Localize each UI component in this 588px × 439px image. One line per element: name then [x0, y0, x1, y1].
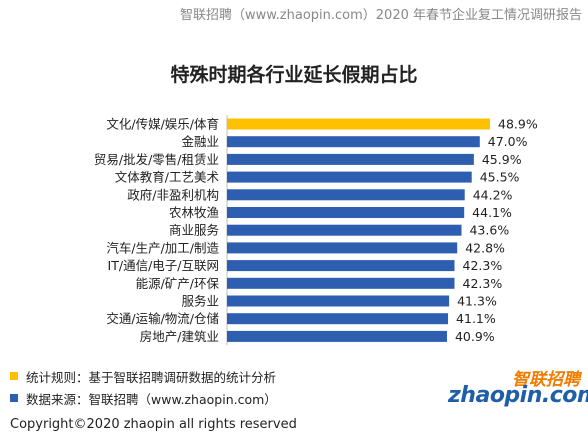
bar	[227, 260, 455, 272]
value-label: 47.0%	[488, 134, 528, 149]
category-label: 能源/矿产/环保	[136, 276, 220, 291]
bar	[227, 224, 462, 236]
legend-item-rule: 统计规则：基于智联招聘调研数据的统计分析	[10, 368, 277, 385]
category-label: 商业服务	[169, 223, 219, 238]
category-label: 汽车/生产/加工/制造	[106, 240, 219, 255]
legend-item-source: 数据来源：智联招聘（www.zhaopin.com）	[10, 390, 277, 407]
category-label: 文体教育/工艺美术	[115, 170, 220, 185]
value-label: 43.6%	[469, 223, 509, 238]
legend-text-source: 数据来源：智联招聘（www.zhaopin.com）	[26, 391, 277, 407]
bar	[227, 313, 449, 325]
bar	[227, 295, 450, 307]
legend-swatch-yellow	[10, 372, 18, 380]
report-source-note: 智联招聘（www.zhaopin.com）2020 年春节企业复工情况调研报告	[179, 8, 582, 23]
value-label: 41.1%	[456, 311, 496, 326]
bar-chart: 文化/传媒/娱乐/体育 48.9% 金融业 47.0% 贸易/批发/零售/租赁业 45.9…	[94, 115, 538, 346]
value-label: 44.2%	[473, 187, 513, 202]
bar	[227, 207, 465, 218]
logo-text-cn: 智联招聘	[512, 370, 580, 390]
legend-text-rule: 统计规则：基于智联招聘调研数据的统计分析	[26, 369, 277, 385]
bar	[227, 171, 472, 183]
bar	[227, 330, 447, 342]
category-label: 房地产/建筑业	[140, 329, 219, 344]
bar	[227, 153, 474, 165]
bar	[227, 189, 465, 201]
bar	[227, 118, 490, 130]
value-label: 42.3%	[463, 276, 503, 291]
category-label: 农林牧渔	[169, 205, 219, 220]
category-label: 贸易/批发/零售/租赁业	[94, 152, 219, 167]
value-label: 45.5%	[480, 170, 520, 185]
value-label: 41.3%	[457, 294, 497, 309]
zhaopin-logo: 智联招聘 zhaopin.com	[448, 365, 588, 408]
category-label: 文化/传媒/娱乐/体育	[106, 117, 219, 132]
bar	[227, 242, 458, 254]
legend-swatch-blue	[10, 394, 18, 402]
logo-text-en: zhaopin.com	[448, 383, 588, 408]
copyright-text: Copyright©2020 zhaopin all rights reserv…	[10, 417, 297, 432]
bar	[227, 277, 455, 289]
category-label: 金融业	[181, 134, 219, 149]
value-label: 48.9%	[498, 117, 538, 132]
value-label: 42.8%	[465, 240, 505, 255]
chart-title: 特殊时期各行业延长假期占比	[170, 64, 418, 86]
category-label: IT/通信/电子/互联网	[108, 258, 219, 273]
bar	[227, 136, 480, 148]
value-label: 44.1%	[472, 205, 512, 220]
category-label: 政府/非盈利机构	[127, 187, 219, 202]
category-label: 交通/运输/物流/仓储	[106, 311, 219, 326]
value-label: 42.3%	[463, 258, 503, 273]
value-label: 45.9%	[482, 152, 522, 167]
category-label: 服务业	[181, 294, 219, 309]
value-label: 40.9%	[455, 329, 495, 344]
